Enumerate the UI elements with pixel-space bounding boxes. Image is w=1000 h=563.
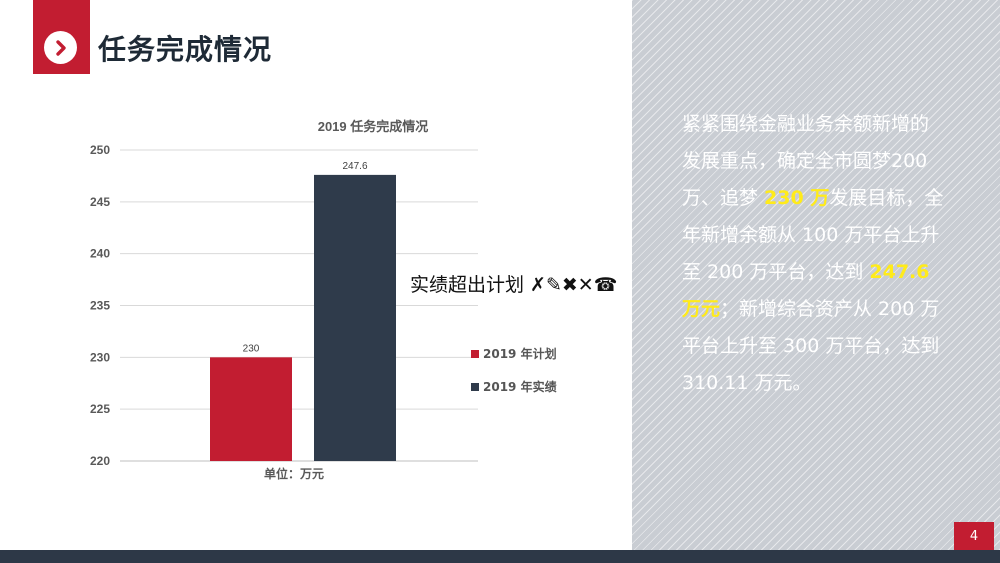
y-tick-label: 245 bbox=[90, 195, 110, 209]
legend-item: 2019 年实绩 bbox=[471, 378, 557, 395]
page-number-badge: 4 bbox=[954, 522, 994, 550]
y-axis: 250 245 240 235 230 225 220 bbox=[90, 143, 110, 468]
summary-highlight-plan: 230 万 bbox=[764, 187, 830, 209]
chevron-right-icon-glyph bbox=[55, 39, 66, 56]
page-title: 任务完成情况 bbox=[98, 33, 273, 66]
annotation-text: 实绩超出计划 ✗✎✖✕☎ bbox=[410, 274, 618, 296]
y-tick-label: 220 bbox=[90, 454, 110, 468]
summary-text: 紧紧围绕金融业务余额新增的发展重点，确定全市圆梦200 万、追梦 230 万发展… bbox=[682, 106, 944, 402]
summary-highlight-actual: 247.6 万元 bbox=[682, 261, 930, 320]
bar-chart: 2019 任务完成情况 250 245 240 235 230 225 220 230 247… bbox=[90, 119, 478, 481]
chart-bars: 230 247.6 bbox=[210, 161, 396, 461]
legend-swatch bbox=[471, 349, 479, 358]
right-panel bbox=[632, 0, 1000, 550]
chart-grid bbox=[120, 149, 478, 462]
chevron-right-icon bbox=[44, 31, 77, 64]
y-tick-label: 225 bbox=[90, 402, 110, 416]
y-tick-label: 235 bbox=[90, 299, 110, 313]
summary-part-1: 紧紧围绕金融业务余额新增的发展重点，确定全市圆梦200 万、追梦 bbox=[682, 113, 930, 209]
summary-part-3: ；新增综合资产从 200 万平台上升至 300 万平台，达到 310.11 万元… bbox=[682, 298, 940, 394]
legend-swatch bbox=[471, 382, 479, 391]
data-label: 247.6 bbox=[342, 161, 367, 172]
y-tick-label: 250 bbox=[90, 143, 110, 157]
legend-label: 2019 年计划 bbox=[483, 347, 557, 361]
bar-actual bbox=[314, 174, 396, 461]
x-axis-label: 单位：万元 bbox=[264, 466, 324, 481]
bottom-bar bbox=[0, 550, 1000, 563]
y-tick-label: 240 bbox=[90, 247, 110, 261]
legend-label: 2019 年实绩 bbox=[483, 380, 557, 394]
y-tick-label: 230 bbox=[90, 350, 110, 364]
bar-plan bbox=[210, 357, 292, 461]
chart-title: 2019 任务完成情况 bbox=[318, 119, 429, 134]
data-label: 230 bbox=[243, 343, 260, 354]
legend-item: 2019 年计划 bbox=[471, 345, 557, 362]
summary-part-2: 发展目标，全年新增余额从 100 万平台上升至 200 万平台，达到 bbox=[682, 187, 944, 283]
